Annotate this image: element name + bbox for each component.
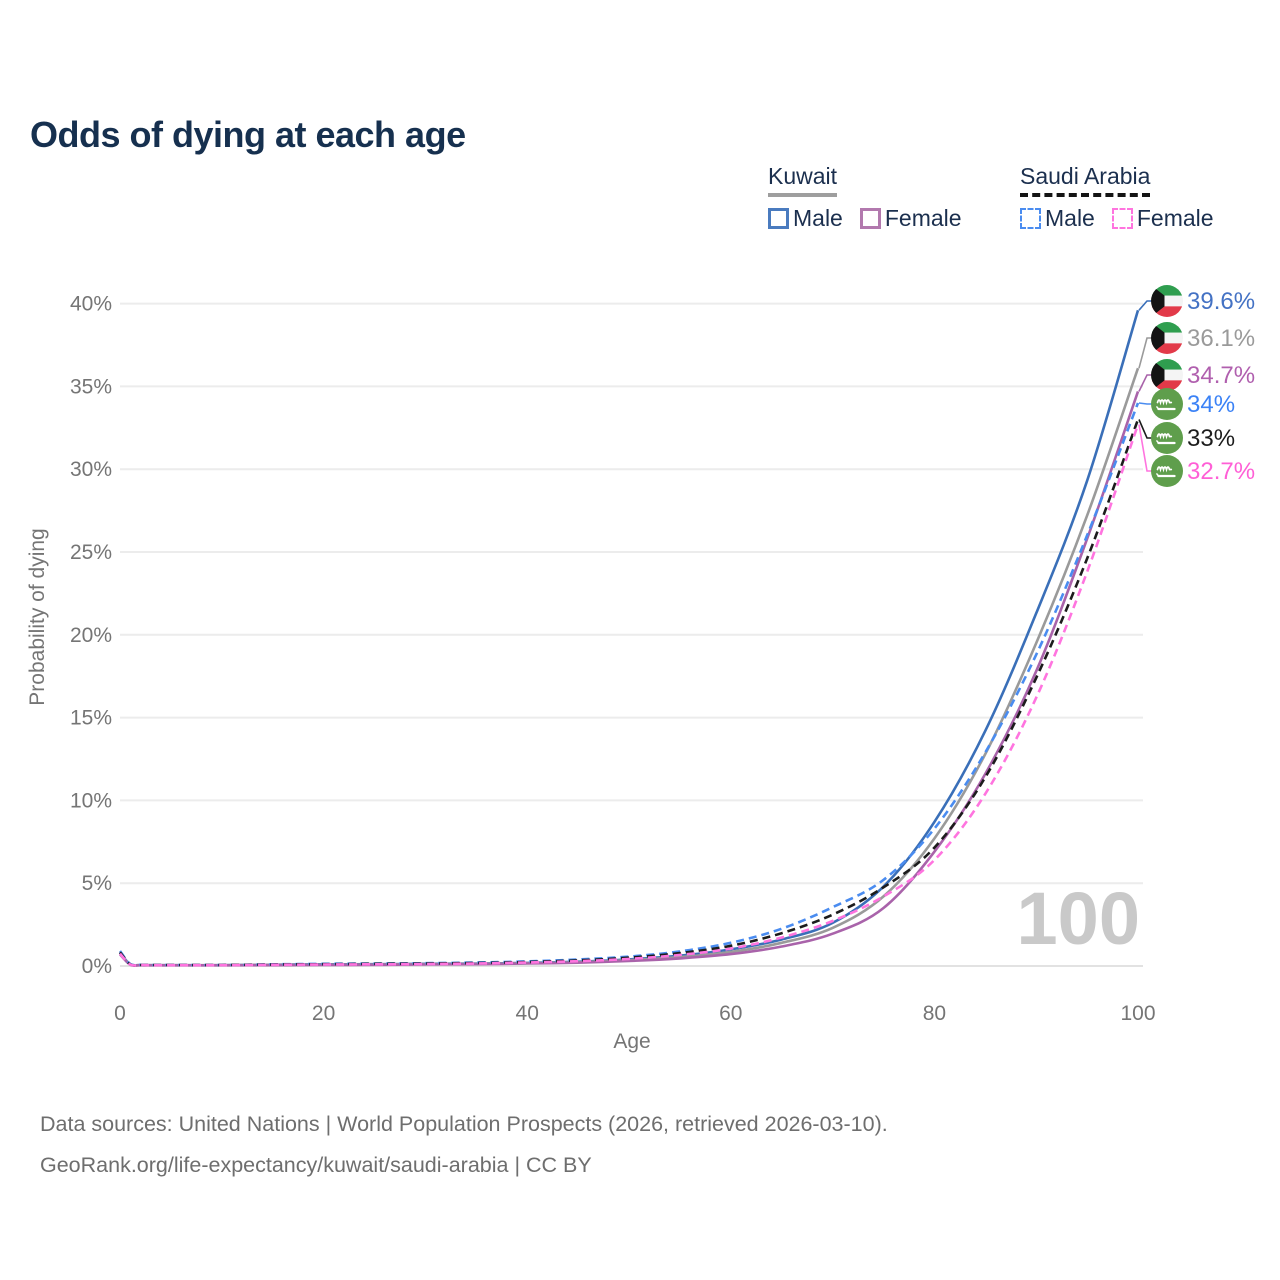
leader-line-kuwait-male	[1138, 300, 1152, 311]
end-label-kuwait-male: 39.6%	[1187, 288, 1255, 315]
y-axis-tick-labels: 0% 5% 10% 15% 20% 25% 30% 35% 40%	[70, 293, 112, 978]
legend-country-saudi-arabia[interactable]: Saudi Arabia	[1020, 163, 1151, 197]
series-line-kuwait-female[interactable]	[119, 390, 1140, 967]
attribution-line: GeoRank.org/life-expectancy/kuwait/saudi…	[40, 1153, 592, 1177]
series-line-kuwait-both[interactable]	[119, 367, 1140, 967]
saudi-flag-icon	[1149, 386, 1185, 422]
legend-label: Male	[1045, 205, 1095, 231]
y-tick-label: 30%	[70, 458, 112, 481]
x-tick-label: 100	[1120, 1002, 1155, 1025]
legend-label: Female	[1136, 205, 1214, 231]
y-tick-label: 0%	[82, 955, 112, 978]
end-label-kuwait-both: 36.1%	[1187, 325, 1255, 352]
y-tick-label: 20%	[70, 624, 112, 647]
leader-line-kuwait-both	[1138, 337, 1152, 369]
legend-item-kuwait-male[interactable]: Male	[768, 205, 843, 232]
age-watermark: 100	[1017, 877, 1140, 960]
saudi-female-swatch-icon	[1111, 208, 1133, 229]
gridlines	[120, 302, 1143, 967]
x-tick-label: 0	[114, 1002, 126, 1025]
x-axis-title: Age	[613, 1030, 650, 1053]
y-tick-label: 10%	[70, 789, 112, 812]
end-label-saudi-female: 32.7%	[1187, 458, 1255, 485]
end-label-saudi-male: 34%	[1187, 391, 1235, 418]
leader-line-saudi-male	[1138, 402, 1152, 405]
series-lines	[118, 309, 1140, 967]
x-tick-label: 20	[312, 1002, 335, 1025]
end-label-kuwait-female: 34.7%	[1187, 362, 1255, 389]
legend-item-saudi-male[interactable]: Male	[1020, 205, 1095, 232]
mortality-line-chart[interactable]: 0% 5% 10% 15% 20% 25% 30% 35% 40% 0 20 40 60 80 100 1…	[0, 0, 1280, 1090]
legend-label: Female	[884, 205, 962, 231]
leader-line-saudi-female	[1138, 424, 1152, 472]
x-axis-tick-labels: 0 20 40 60 80 100	[114, 1002, 1155, 1025]
x-tick-label: 80	[923, 1002, 946, 1025]
series-line-saudi-female[interactable]	[119, 424, 1140, 967]
series-line-kuwait-male[interactable]	[119, 309, 1140, 967]
legend-item-kuwait-female[interactable]: Female	[859, 205, 962, 232]
leader-lines	[1138, 300, 1152, 472]
y-axis-title: Probability of dying	[26, 528, 49, 705]
x-tick-label: 40	[516, 1002, 539, 1025]
saudi-male-swatch-icon	[1020, 208, 1041, 229]
y-tick-label: 15%	[70, 707, 112, 730]
chart-title: Odds of dying at each age	[30, 114, 466, 156]
saudi-flag-icon	[1149, 420, 1185, 456]
legend-group-saudi-arabia: Saudi Arabia Male Female	[1020, 163, 1214, 232]
y-tick-label: 40%	[70, 293, 112, 316]
kuwait-male-swatch-icon	[768, 208, 789, 229]
data-sources-line: Data sources: United Nations | World Pop…	[40, 1112, 888, 1136]
kuwait-female-swatch-icon	[859, 208, 881, 229]
series-line-saudi-male[interactable]	[118, 402, 1140, 967]
legend-country-kuwait[interactable]: Kuwait	[768, 163, 838, 197]
legend-label: Male	[793, 205, 843, 231]
y-tick-label: 35%	[70, 375, 112, 398]
leader-line-kuwait-female	[1138, 374, 1152, 392]
y-tick-label: 25%	[70, 541, 112, 564]
kuwait-flag-icon	[1151, 359, 1183, 391]
x-tick-label: 60	[719, 1002, 742, 1025]
kuwait-flag-icon	[1151, 285, 1183, 317]
footer: Data sources: United Nations | World Pop…	[40, 1104, 888, 1186]
kuwait-flag-icon	[1151, 322, 1183, 354]
saudi-flag-icon	[1149, 453, 1185, 489]
legend-item-saudi-female[interactable]: Female	[1111, 205, 1214, 232]
end-label-saudi-both: 33%	[1187, 425, 1235, 452]
y-tick-label: 5%	[82, 872, 112, 895]
leader-line-saudi-both	[1138, 419, 1152, 439]
end-value-labels: 39.6% 36.1% 34.7%34% 33% 32.7%	[1149, 285, 1255, 489]
legend-group-kuwait: Kuwait Male Female	[768, 163, 962, 232]
